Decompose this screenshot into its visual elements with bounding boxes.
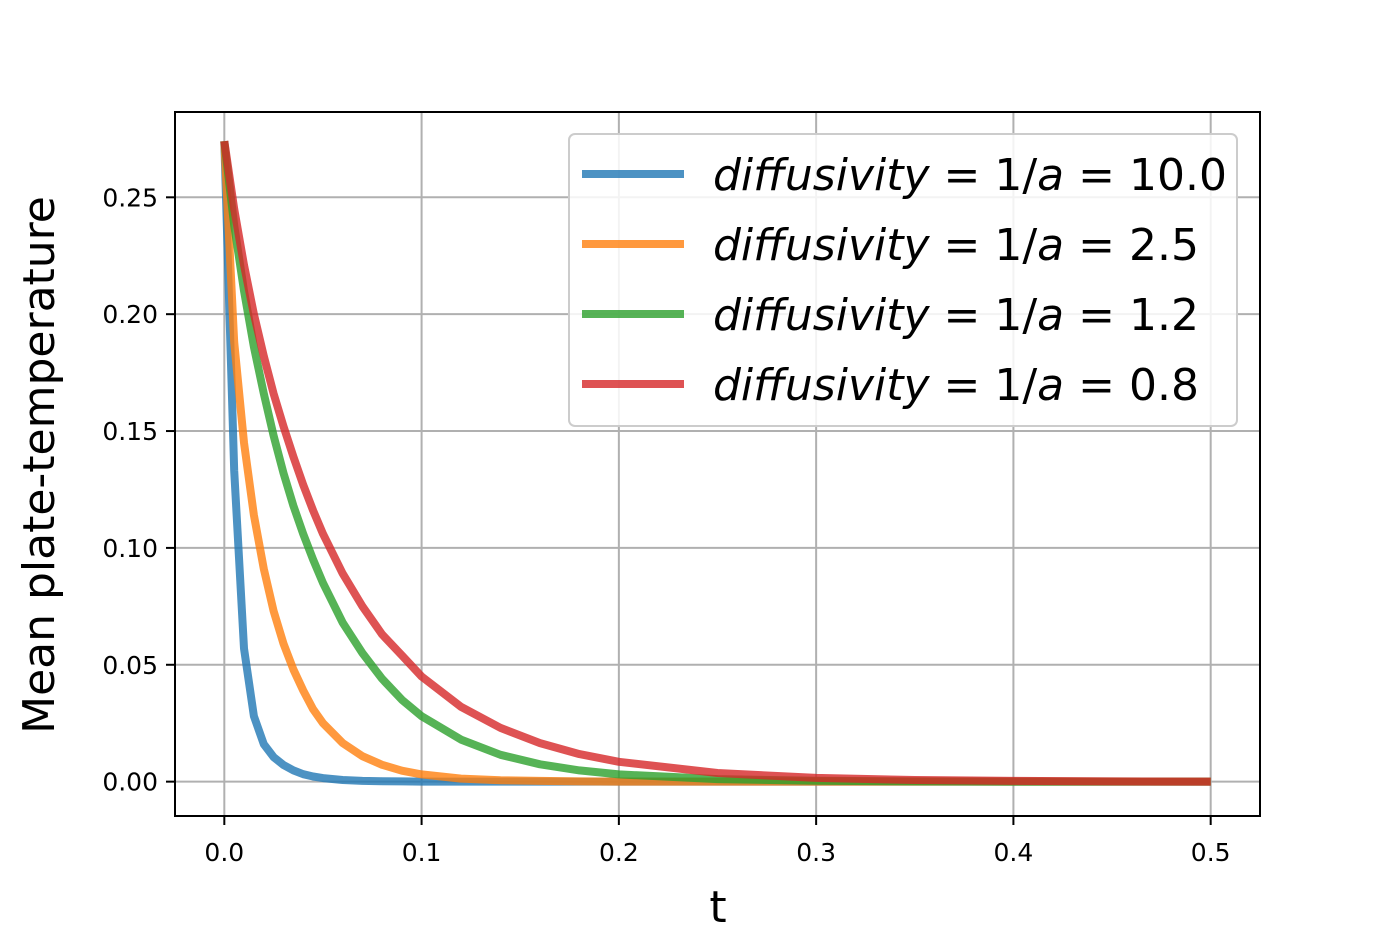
legend-label-3: diffusivity = 1/a = 0.8 <box>713 360 1199 411</box>
y-tick-label: 0.20 <box>102 300 158 329</box>
x-axis-ticks: 0.0 0.1 0.2 0.3 0.4 0.5 <box>204 816 1231 867</box>
x-tick-label: 0.2 <box>599 838 639 867</box>
legend-label-eq: = 1/ <box>930 290 1038 341</box>
y-tick-label: 0.25 <box>102 183 158 212</box>
x-tick-label: 0.0 <box>204 838 244 867</box>
legend-label-a: a <box>1037 290 1064 341</box>
series-lines <box>220 140 1211 786</box>
x-tick-label: 0.5 <box>1191 838 1231 867</box>
legend-label-eq: = 1/ <box>930 150 1038 201</box>
plot-frame <box>174 111 1261 817</box>
x-tick-label: 0.1 <box>402 838 442 867</box>
legend-label-a: a <box>1037 360 1064 411</box>
legend-label-var: diffusivity <box>713 220 930 271</box>
y-axis-ticks: 0.00 0.05 0.10 0.15 0.20 0.25 <box>102 183 175 797</box>
legend-label-value: = 10.0 <box>1064 150 1227 201</box>
y-axis-title: Mean plate-temperature <box>14 196 65 734</box>
legend-label-value: = 1.2 <box>1064 290 1199 341</box>
legend-label-eq: = 1/ <box>930 220 1038 271</box>
legend-box <box>568 133 1238 427</box>
legend-label-var: diffusivity <box>713 150 930 201</box>
x-tick-label: 0.3 <box>796 838 836 867</box>
legend-label-value: = 0.8 <box>1064 360 1199 411</box>
legend-label-var: diffusivity <box>713 360 930 411</box>
x-axis-title: t <box>709 882 726 933</box>
x-tick-label: 0.4 <box>994 838 1034 867</box>
y-tick-label: 0.05 <box>102 651 158 680</box>
legend-label-var: diffusivity <box>713 290 930 341</box>
legend-label-value: = 2.5 <box>1064 220 1199 271</box>
legend-label-1: diffusivity = 1/a = 2.5 <box>713 220 1199 271</box>
legend-label-a: a <box>1037 150 1064 201</box>
y-tick-label: 0.15 <box>102 417 158 446</box>
series-line-3 <box>220 140 1211 786</box>
y-tick-label: 0.10 <box>102 534 158 563</box>
legend-label-0: diffusivity = 1/a = 10.0 <box>713 150 1227 201</box>
y-tick-label: 0.00 <box>102 768 158 797</box>
legend-label-2: diffusivity = 1/a = 1.2 <box>713 290 1199 341</box>
legend-label-eq: = 1/ <box>930 360 1038 411</box>
legend-label-a: a <box>1037 220 1064 271</box>
